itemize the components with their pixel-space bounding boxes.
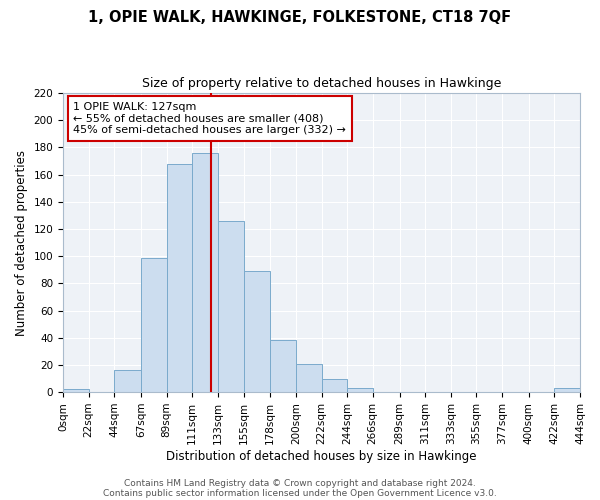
Bar — [270, 340, 296, 392]
Bar — [167, 164, 192, 392]
Text: Contains HM Land Registry data © Crown copyright and database right 2024.: Contains HM Land Registry data © Crown c… — [124, 478, 476, 488]
Bar — [322, 378, 347, 392]
Bar — [218, 221, 244, 392]
Bar — [347, 388, 373, 392]
X-axis label: Distribution of detached houses by size in Hawkinge: Distribution of detached houses by size … — [166, 450, 477, 462]
Text: 1 OPIE WALK: 127sqm
← 55% of detached houses are smaller (408)
45% of semi-detac: 1 OPIE WALK: 127sqm ← 55% of detached ho… — [73, 102, 346, 135]
Bar — [244, 271, 270, 392]
Text: 1, OPIE WALK, HAWKINGE, FOLKESTONE, CT18 7QF: 1, OPIE WALK, HAWKINGE, FOLKESTONE, CT18… — [88, 10, 512, 25]
Bar — [192, 153, 218, 392]
Bar — [296, 364, 322, 392]
Bar — [141, 258, 167, 392]
Y-axis label: Number of detached properties: Number of detached properties — [15, 150, 28, 336]
Bar — [63, 390, 89, 392]
Title: Size of property relative to detached houses in Hawkinge: Size of property relative to detached ho… — [142, 78, 501, 90]
Bar — [554, 388, 580, 392]
Bar — [114, 370, 141, 392]
Text: Contains public sector information licensed under the Open Government Licence v3: Contains public sector information licen… — [103, 488, 497, 498]
